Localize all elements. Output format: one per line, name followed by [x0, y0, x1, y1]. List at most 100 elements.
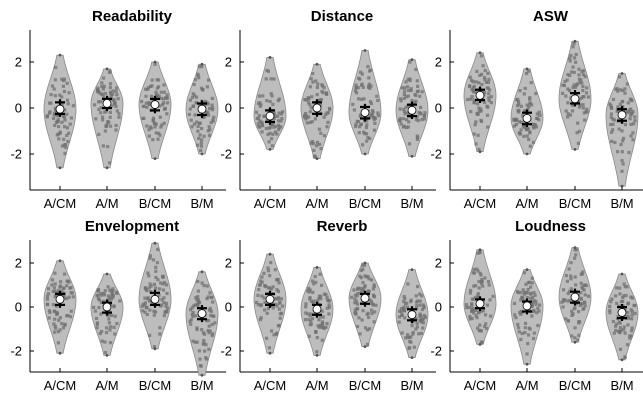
data-point — [367, 84, 371, 88]
data-point — [631, 110, 635, 114]
data-point — [414, 317, 418, 321]
data-point — [154, 90, 158, 94]
data-point — [627, 316, 631, 320]
panel-title: Envelopment — [85, 218, 179, 235]
data-point — [620, 150, 624, 154]
data-point — [113, 314, 117, 318]
data-point — [53, 330, 57, 334]
data-point — [162, 101, 166, 105]
data-point — [517, 120, 522, 124]
data-point — [50, 278, 54, 282]
data-point — [570, 309, 574, 313]
data-point — [327, 303, 331, 307]
data-point — [161, 275, 165, 279]
data-point — [157, 85, 161, 89]
q3-cap — [617, 108, 627, 111]
data-point — [470, 316, 474, 321]
data-point — [371, 287, 375, 291]
data-point — [626, 323, 630, 327]
y-tick-label: 2 — [15, 55, 22, 70]
data-point — [274, 332, 279, 336]
data-point — [564, 109, 568, 113]
data-point — [210, 295, 214, 299]
data-point — [614, 328, 618, 332]
data-point — [534, 299, 538, 303]
data-point — [416, 119, 420, 123]
data-point — [625, 285, 629, 289]
median-marker — [55, 104, 65, 114]
data-point — [262, 114, 266, 119]
data-point — [359, 288, 364, 293]
data-point — [470, 95, 474, 99]
data-point — [523, 86, 527, 90]
data-point — [608, 311, 612, 315]
data-point — [263, 300, 267, 304]
data-point — [101, 94, 105, 98]
q1-cap — [312, 112, 322, 115]
data-point — [573, 326, 577, 330]
data-point — [568, 298, 572, 302]
data-point — [416, 89, 420, 93]
data-point — [532, 331, 536, 335]
data-point — [531, 140, 536, 144]
data-point — [482, 100, 487, 104]
data-point — [263, 284, 267, 288]
data-point — [317, 127, 321, 131]
data-point — [577, 105, 582, 109]
median-marker — [265, 111, 275, 121]
data-point — [151, 118, 155, 122]
q1-cap — [407, 115, 417, 118]
data-point — [418, 94, 422, 98]
data-point — [116, 97, 120, 101]
data-point — [155, 93, 160, 97]
data-point — [569, 261, 573, 265]
data-point — [104, 331, 109, 335]
data-point — [158, 332, 162, 336]
data-point — [59, 280, 63, 284]
data-point — [485, 326, 489, 331]
data-point — [612, 118, 616, 122]
data-point — [65, 81, 69, 85]
max-marker — [525, 268, 529, 271]
data-point — [58, 93, 62, 97]
data-point — [610, 130, 614, 134]
data-point — [311, 279, 315, 283]
data-point — [367, 277, 371, 281]
data-point — [361, 143, 365, 147]
data-point — [165, 93, 169, 97]
data-point — [623, 331, 627, 335]
data-point — [357, 316, 361, 320]
data-point — [258, 283, 262, 287]
data-point — [194, 95, 199, 99]
data-point — [618, 88, 622, 92]
max-marker — [315, 266, 319, 269]
data-point — [617, 75, 622, 79]
data-point — [472, 98, 476, 102]
data-point — [481, 284, 485, 288]
data-point — [581, 84, 585, 89]
data-point — [141, 302, 145, 306]
median-marker — [360, 108, 370, 117]
data-point — [486, 280, 491, 284]
data-point — [578, 81, 582, 85]
x-tick-label: B/CM — [559, 378, 592, 393]
data-point — [368, 327, 372, 331]
data-point — [60, 120, 64, 124]
data-point — [147, 286, 151, 290]
data-point — [368, 298, 372, 302]
data-point — [102, 84, 106, 88]
data-point — [374, 303, 378, 307]
data-point — [360, 318, 364, 322]
data-point — [198, 133, 202, 137]
data-point — [206, 78, 211, 82]
data-point — [476, 269, 480, 273]
data-point — [576, 338, 580, 342]
data-point — [519, 128, 523, 132]
data-point — [158, 326, 162, 330]
data-point — [154, 286, 158, 290]
panel-distance: Distance -2 0 2 A/CM A/M B/CM B/M — [220, 8, 436, 211]
data-point — [279, 112, 283, 116]
data-point — [570, 334, 574, 338]
data-point — [108, 90, 113, 94]
data-point — [519, 104, 523, 108]
